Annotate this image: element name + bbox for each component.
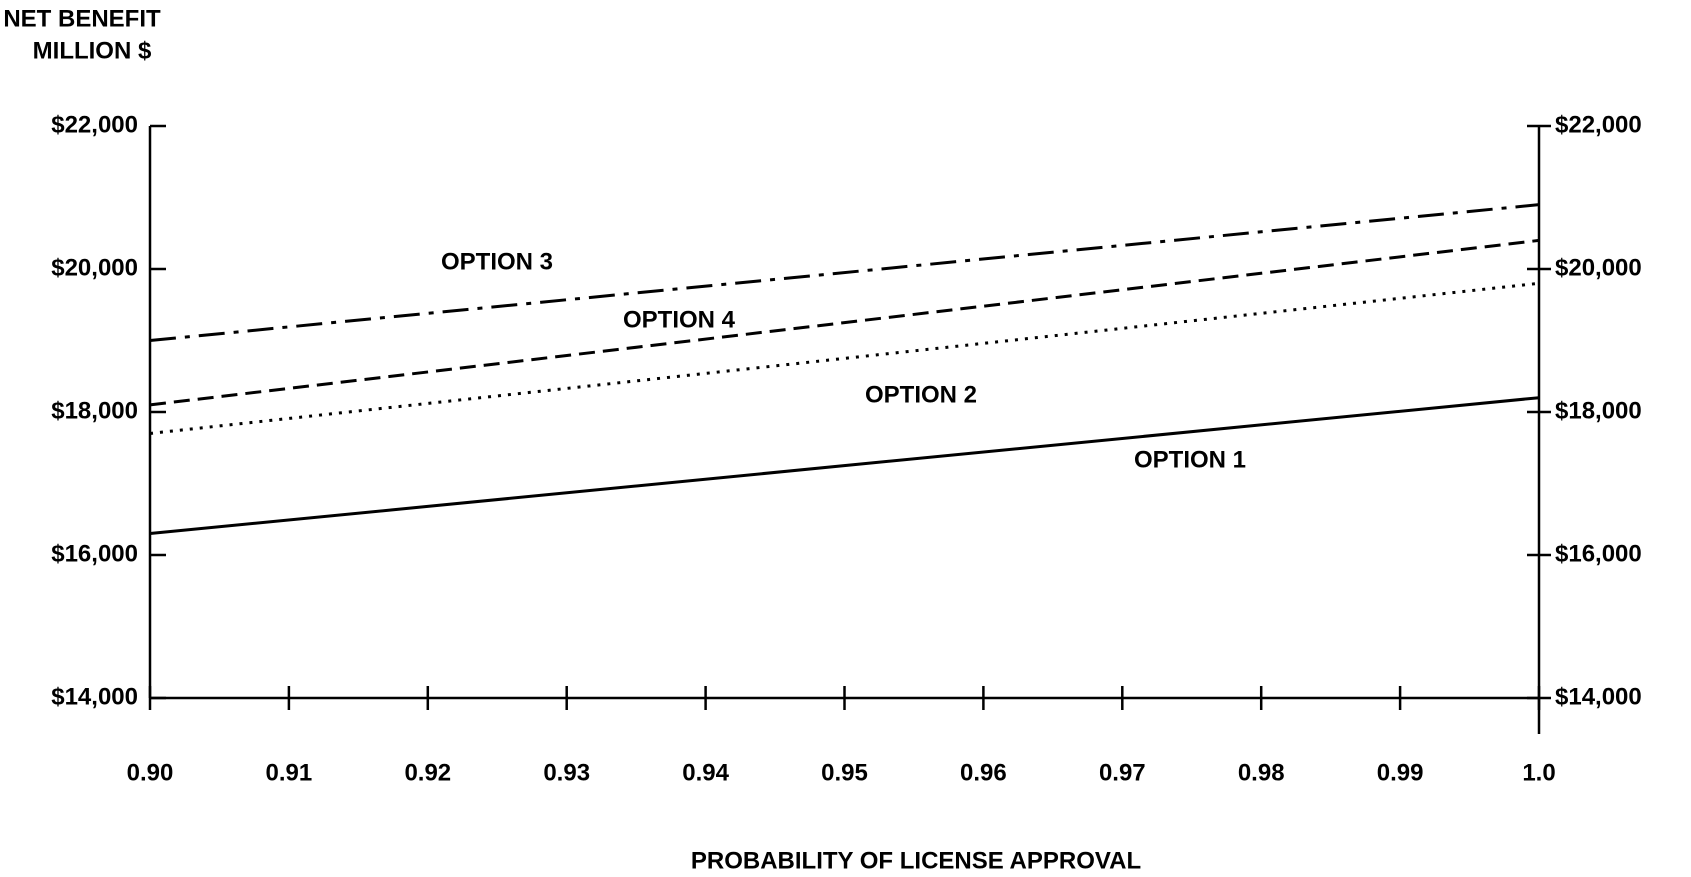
y-tick-label: $14,000	[51, 683, 138, 710]
x-tick-label: 0.98	[1238, 759, 1285, 786]
x-tick-label: 0.99	[1377, 759, 1424, 786]
series-line	[149, 396, 1540, 536]
series-line	[149, 238, 1540, 407]
y-tick-label: $22,000	[51, 111, 138, 138]
y-tick-label: $18,000	[51, 397, 138, 424]
y-axis-title: NET BENEFIT	[3, 5, 161, 32]
series-line	[149, 281, 1540, 435]
x-tick-label: 0.91	[266, 759, 313, 786]
y2-tick-label: $22,000	[1555, 111, 1642, 138]
y2-tick-label: $20,000	[1555, 254, 1642, 281]
series-label: OPTION 4	[623, 306, 736, 333]
y2-tick-label: $16,000	[1555, 540, 1642, 567]
y2-tick-label: $14,000	[1555, 683, 1642, 710]
x-tick-label: 0.94	[682, 759, 729, 786]
y-tick-label: $16,000	[51, 540, 138, 567]
y2-tick-label: $18,000	[1555, 397, 1642, 424]
series-label: OPTION 2	[865, 381, 977, 408]
y-axis-title: MILLION $	[33, 37, 152, 64]
x-tick-label: 0.90	[127, 759, 174, 786]
x-tick-label: 0.92	[404, 759, 451, 786]
x-tick-label: 0.96	[960, 759, 1007, 786]
x-tick-label: 0.95	[821, 759, 868, 786]
series-label: OPTION 1	[1134, 446, 1246, 473]
series-line	[149, 203, 1540, 342]
y-tick-label: $20,000	[51, 254, 138, 281]
x-tick-label: 0.93	[543, 759, 590, 786]
x-axis-title: PROBABILITY OF LICENSE APPROVAL	[691, 847, 1141, 874]
x-tick-label: 0.97	[1099, 759, 1146, 786]
series-label: OPTION 3	[441, 248, 553, 275]
x-tick-label: 1.0	[1522, 759, 1555, 786]
